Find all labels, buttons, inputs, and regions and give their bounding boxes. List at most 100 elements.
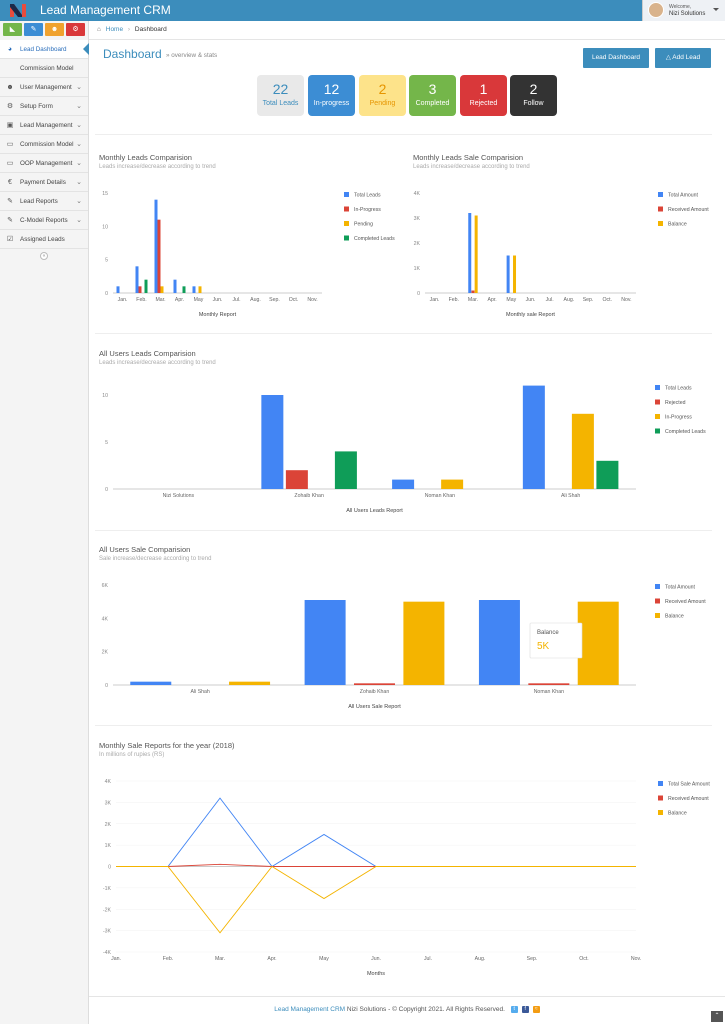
- y-tick-label: 5: [105, 258, 108, 264]
- bar: [182, 286, 186, 293]
- legend-swatch: [344, 235, 349, 241]
- y-tick-label: 2K: [102, 650, 109, 656]
- dashboard-icon: ◕: [7, 45, 13, 53]
- legend-swatch: [655, 613, 660, 618]
- stat-follow[interactable]: 2 Follow: [510, 75, 557, 116]
- legend-label: Balance: [668, 222, 687, 228]
- stat-value: 2: [378, 81, 387, 97]
- stat-rejected[interactable]: 1 Rejected: [460, 75, 507, 116]
- legend-swatch: [655, 584, 660, 589]
- legend-swatch: [655, 428, 660, 434]
- bar: [403, 601, 445, 685]
- stat-label: Pending: [369, 100, 396, 107]
- x-tick-label: Jun.: [371, 956, 381, 962]
- sidebar-item-assigned-leads[interactable]: ☑ Assigned Leads: [0, 230, 88, 249]
- check-square-icon: ☑: [6, 236, 14, 243]
- sidebar-item-commission-model-2[interactable]: ▭ Commission Model ⌄: [0, 135, 88, 154]
- footer-brand-link[interactable]: Lead Management CRM: [274, 1006, 346, 1014]
- chart-icon: ◣: [9, 26, 16, 33]
- y-tick-label: 4K: [105, 779, 112, 785]
- sidebar-item-setup-form[interactable]: ⚙ Setup Form ⌄: [0, 97, 88, 116]
- y-tick-label: 10: [102, 224, 108, 230]
- bar: [577, 601, 619, 685]
- sidebar-item-lead-reports[interactable]: ✎ Lead Reports ⌄: [0, 192, 88, 211]
- sidebar-item-lead-management[interactable]: ▣ Lead Management ⌄: [0, 116, 88, 135]
- breadcrumb-home-link[interactable]: Home: [105, 26, 124, 33]
- chevron-up-icon: ⌃: [714, 1013, 720, 1019]
- legend-label: Balance: [668, 811, 687, 817]
- sidebar-item-payment-details[interactable]: € Payment Details ⌄: [0, 173, 88, 192]
- stat-label: Follow: [523, 100, 544, 107]
- gears-icon: ⚙: [6, 103, 14, 110]
- bar: [354, 683, 395, 685]
- users-icon: ☻: [50, 26, 59, 33]
- x-tick-label: Jun.: [526, 297, 536, 303]
- chevron-down-icon: ⌄: [76, 103, 82, 110]
- x-tick-label: Nov.: [631, 956, 641, 962]
- sidebar-shortcuts: ◣ ✎ ☻ ⚙: [0, 21, 88, 40]
- settings-shortcut-button[interactable]: ⚙: [66, 23, 85, 36]
- edit-shortcut-button[interactable]: ✎: [24, 23, 43, 36]
- stat-value: 1: [479, 81, 488, 97]
- stat-completed[interactable]: 3 Completed: [409, 75, 456, 116]
- sidebar-item-user-management[interactable]: ☻ User Management ⌄: [0, 78, 88, 97]
- legend-label: In-Progress: [665, 415, 692, 421]
- legend-label: Received Amount: [668, 796, 709, 802]
- users-shortcut-button[interactable]: ☻: [45, 23, 64, 36]
- legend-label: In-Progress: [354, 207, 381, 213]
- stat-in-progress[interactable]: 12 In-progress: [308, 75, 355, 116]
- sidebar-item-label: Setup Form: [20, 102, 53, 110]
- stat-total-leads[interactable]: 22 Total Leads: [257, 75, 304, 116]
- collapse-sidebar-icon[interactable]: «: [40, 252, 48, 260]
- x-tick-label: Mar.: [215, 956, 225, 962]
- stat-value: 2: [529, 81, 538, 97]
- twitter-icon[interactable]: t: [510, 1006, 518, 1013]
- bar: [157, 219, 161, 293]
- facebook-icon[interactable]: f: [521, 1006, 529, 1013]
- chart-title: Monthly Leads Comparision: [99, 153, 192, 162]
- legend-label: Total Amount: [665, 585, 696, 591]
- tooltip-label: Balance: [537, 630, 559, 636]
- legend-label: Total Amount: [668, 193, 699, 199]
- chevron-down-icon: ⌄: [76, 179, 82, 186]
- bar: [285, 470, 308, 489]
- bar: [506, 255, 510, 293]
- x-tick-label: Nizi Solutions: [163, 493, 195, 499]
- sidebar-item-commission-model[interactable]: Commission Model: [0, 59, 88, 78]
- sidebar-item-oop-management[interactable]: ▭ OOP Management ⌄: [0, 154, 88, 173]
- y-tick-label: 5: [105, 440, 108, 446]
- add-lead-button[interactable]: △ Add Lead: [655, 48, 711, 68]
- legend-swatch: [655, 598, 660, 604]
- app-logo[interactable]: [8, 3, 28, 18]
- stat-pending[interactable]: 2 Pending: [359, 75, 406, 116]
- bar: [229, 681, 271, 685]
- chart-subtitle: Leads increase/decrease according to tre…: [99, 164, 216, 170]
- x-tick-label: Zohaib Khan: [360, 689, 390, 695]
- stat-value: 3: [428, 81, 437, 97]
- stat-value: 22: [272, 81, 289, 97]
- x-tick-label: Jan.: [111, 956, 121, 962]
- scroll-to-top-button[interactable]: ⌃: [711, 1011, 723, 1022]
- bar: [304, 600, 346, 685]
- y-tick-label: -3K: [103, 929, 112, 935]
- stat-label: Total Leads: [262, 100, 299, 107]
- y-tick-label: 3K: [414, 216, 421, 222]
- y-tick-label: 0: [108, 865, 111, 871]
- user-menu[interactable]: Welcome, Nizi Solutions: [642, 0, 725, 21]
- legend-swatch: [344, 206, 349, 212]
- bar: [596, 460, 619, 489]
- sidebar-item-c-model-reports[interactable]: ✎ C-Model Reports ⌄: [0, 211, 88, 230]
- chart-title: All Users Sale Comparision: [99, 545, 191, 554]
- bar: [116, 286, 120, 293]
- euro-icon: €: [8, 178, 12, 186]
- rss-icon[interactable]: ≈: [532, 1006, 540, 1013]
- x-tick-label: Zohaib Khan: [294, 493, 324, 499]
- x-tick-label: Sep.: [527, 956, 538, 962]
- stat-label: Rejected: [469, 100, 498, 107]
- chart-subtitle: Sale increase/decrease according to tren…: [99, 556, 212, 562]
- chart-subtitle: Leads increase/decrease according to tre…: [413, 164, 530, 170]
- chart-shortcut-button[interactable]: ◣: [3, 23, 22, 36]
- sidebar-item-lead-dashboard[interactable]: ◕ Lead Dashboard: [0, 40, 89, 59]
- lead-dashboard-button[interactable]: Lead Dashboard: [583, 48, 649, 68]
- legend-swatch: [658, 810, 663, 815]
